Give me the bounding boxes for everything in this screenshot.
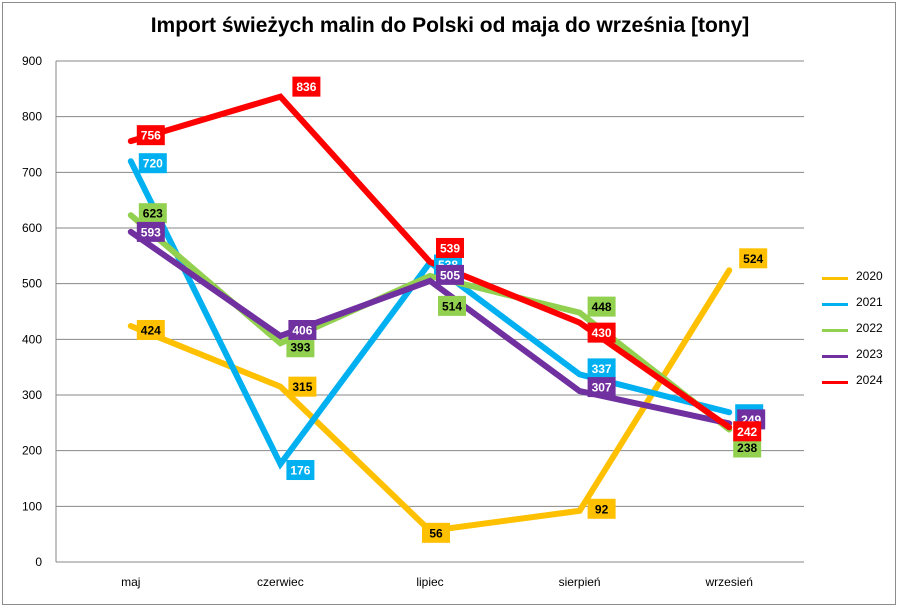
data-label: 448 (592, 300, 612, 314)
legend-label-2022: 2022 (856, 321, 883, 335)
data-label: 176 (290, 464, 310, 478)
data-label-box (438, 295, 466, 316)
data-label: 424 (141, 323, 161, 337)
legend-label-2023: 2023 (856, 347, 883, 361)
data-label: 430 (592, 326, 612, 340)
data-label-box (587, 358, 616, 379)
data-label-box (587, 377, 616, 398)
data-label: 393 (290, 341, 310, 355)
y-tick-label: 200 (22, 444, 42, 458)
y-tick-label: 400 (22, 332, 42, 346)
legend-swatch-2022 (822, 329, 848, 332)
data-label: 720 (143, 157, 163, 171)
legend-item-2024: 2024 (822, 372, 897, 398)
data-label: 836 (296, 80, 316, 94)
y-tick-label: 300 (22, 388, 42, 402)
data-label: 514 (442, 299, 462, 313)
data-label: 539 (440, 241, 460, 255)
data-label-box (587, 322, 616, 343)
legend-swatch-2023 (822, 355, 848, 358)
data-label-box (136, 125, 165, 146)
x-tick-label: czerwiec (257, 575, 304, 589)
y-tick-label: 800 (22, 110, 42, 124)
legend-item-2023: 2023 (822, 346, 897, 372)
data-label: 623 (143, 207, 163, 221)
data-label: 593 (141, 225, 161, 239)
data-label-box (587, 296, 616, 317)
data-label: 307 (592, 381, 612, 395)
data-label: 242 (737, 425, 757, 439)
data-label-box (136, 319, 165, 340)
x-tick-label: sierpień (559, 575, 601, 589)
x-tick-label: lipiec (416, 575, 443, 589)
legend-label-2020: 2020 (856, 269, 883, 283)
legend: 2020 2021 2022 2023 2024 (822, 268, 897, 398)
data-label-box (436, 237, 464, 258)
legend-label-2024: 2024 (856, 373, 883, 387)
y-tick-label: 0 (35, 555, 42, 569)
legend-item-2021: 2021 (822, 294, 897, 320)
data-label: 505 (440, 268, 460, 282)
data-label-box (436, 264, 464, 285)
y-tick-label: 900 (22, 54, 42, 68)
data-label: 238 (737, 441, 757, 455)
data-label: 524 (743, 252, 763, 266)
x-tick-label: wrzesień (705, 575, 753, 589)
data-label-box (288, 376, 317, 397)
data-label-box (138, 153, 167, 174)
legend-label-2021: 2021 (856, 295, 883, 309)
legend-swatch-2020 (822, 277, 848, 280)
data-label-box (422, 522, 450, 543)
series-line-2020 (127, 267, 733, 534)
chart-title: Import świeżych malin do Polski od maja … (150, 14, 750, 37)
data-label-box (288, 319, 317, 340)
series-line-2022 (127, 212, 733, 433)
data-label: 56 (429, 526, 443, 540)
series-line-2024 (127, 93, 733, 431)
data-label-box (136, 221, 165, 242)
data-label-box (733, 437, 762, 458)
series-line-2023 (127, 228, 733, 427)
data-label-box (587, 498, 616, 519)
data-label-box (739, 248, 768, 269)
data-label-box (286, 337, 315, 358)
data-label-box (286, 460, 315, 481)
data-label: 756 (141, 129, 161, 143)
x-tick-label: maj (121, 575, 140, 589)
data-label: 315 (292, 380, 312, 394)
legend-swatch-2024 (822, 381, 848, 384)
data-label-box (733, 421, 762, 442)
y-tick-label: 700 (22, 165, 42, 179)
data-label: 337 (592, 362, 612, 376)
legend-swatch-2021 (822, 303, 848, 306)
y-tick-label: 600 (22, 221, 42, 235)
data-label: 406 (292, 323, 312, 337)
y-tick-label: 500 (22, 277, 42, 291)
data-label-box (138, 203, 167, 224)
legend-item-2020: 2020 (822, 268, 897, 294)
data-label-box (292, 76, 321, 97)
legend-item-2022: 2022 (822, 320, 897, 346)
y-tick-label: 100 (22, 499, 42, 513)
data-label: 92 (595, 502, 609, 516)
